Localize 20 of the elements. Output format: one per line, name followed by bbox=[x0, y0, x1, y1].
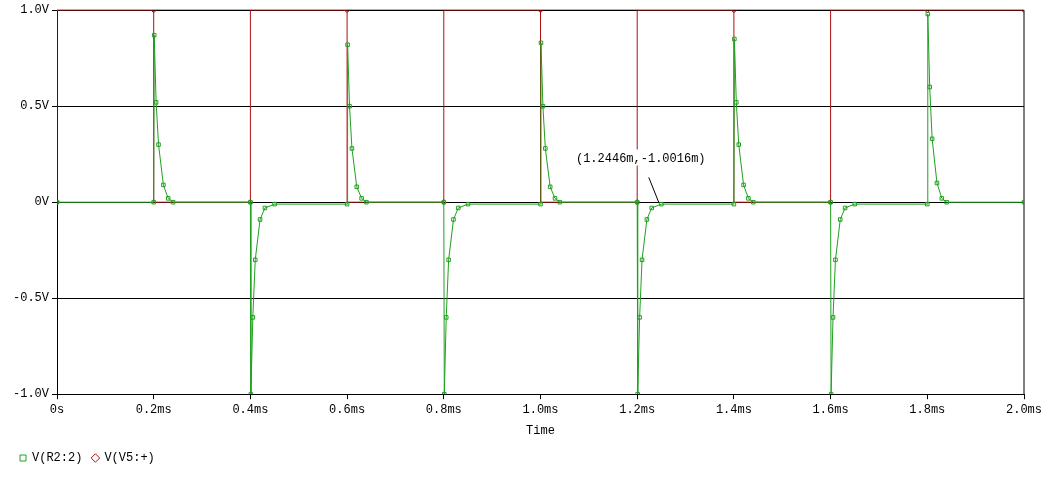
y-tick-label: 1.0V bbox=[20, 3, 50, 18]
y-tick-label: 0V bbox=[34, 195, 50, 210]
legend-label: V(R2:2) bbox=[32, 451, 83, 466]
legend-label: V(V5:+) bbox=[104, 451, 155, 466]
y-tick-label: -0.5V bbox=[12, 291, 50, 306]
x-axis-title: Time bbox=[526, 423, 555, 438]
x-tick-label: 0s bbox=[49, 402, 65, 417]
x-tick-label: 0.6ms bbox=[329, 402, 366, 417]
x-tick-label: 0.4ms bbox=[232, 402, 269, 417]
annotation: (1.2446m,-1.0016m) bbox=[575, 151, 706, 166]
x-tick-label: 0.8ms bbox=[425, 402, 462, 417]
x-tick-label: 1.6ms bbox=[812, 402, 849, 417]
x-tick-label: 1.0ms bbox=[522, 402, 559, 417]
x-tick-label: 2.0ms bbox=[1005, 402, 1043, 417]
y-tick-label: -1.0V bbox=[12, 387, 50, 402]
x-tick-label: 0.2ms bbox=[135, 402, 172, 417]
x-tick-label: 1.8ms bbox=[909, 402, 946, 417]
x-tick-label: 1.4ms bbox=[715, 402, 752, 417]
x-tick-label: 1.2ms bbox=[619, 402, 656, 417]
y-tick-label: 0.5V bbox=[20, 99, 50, 114]
